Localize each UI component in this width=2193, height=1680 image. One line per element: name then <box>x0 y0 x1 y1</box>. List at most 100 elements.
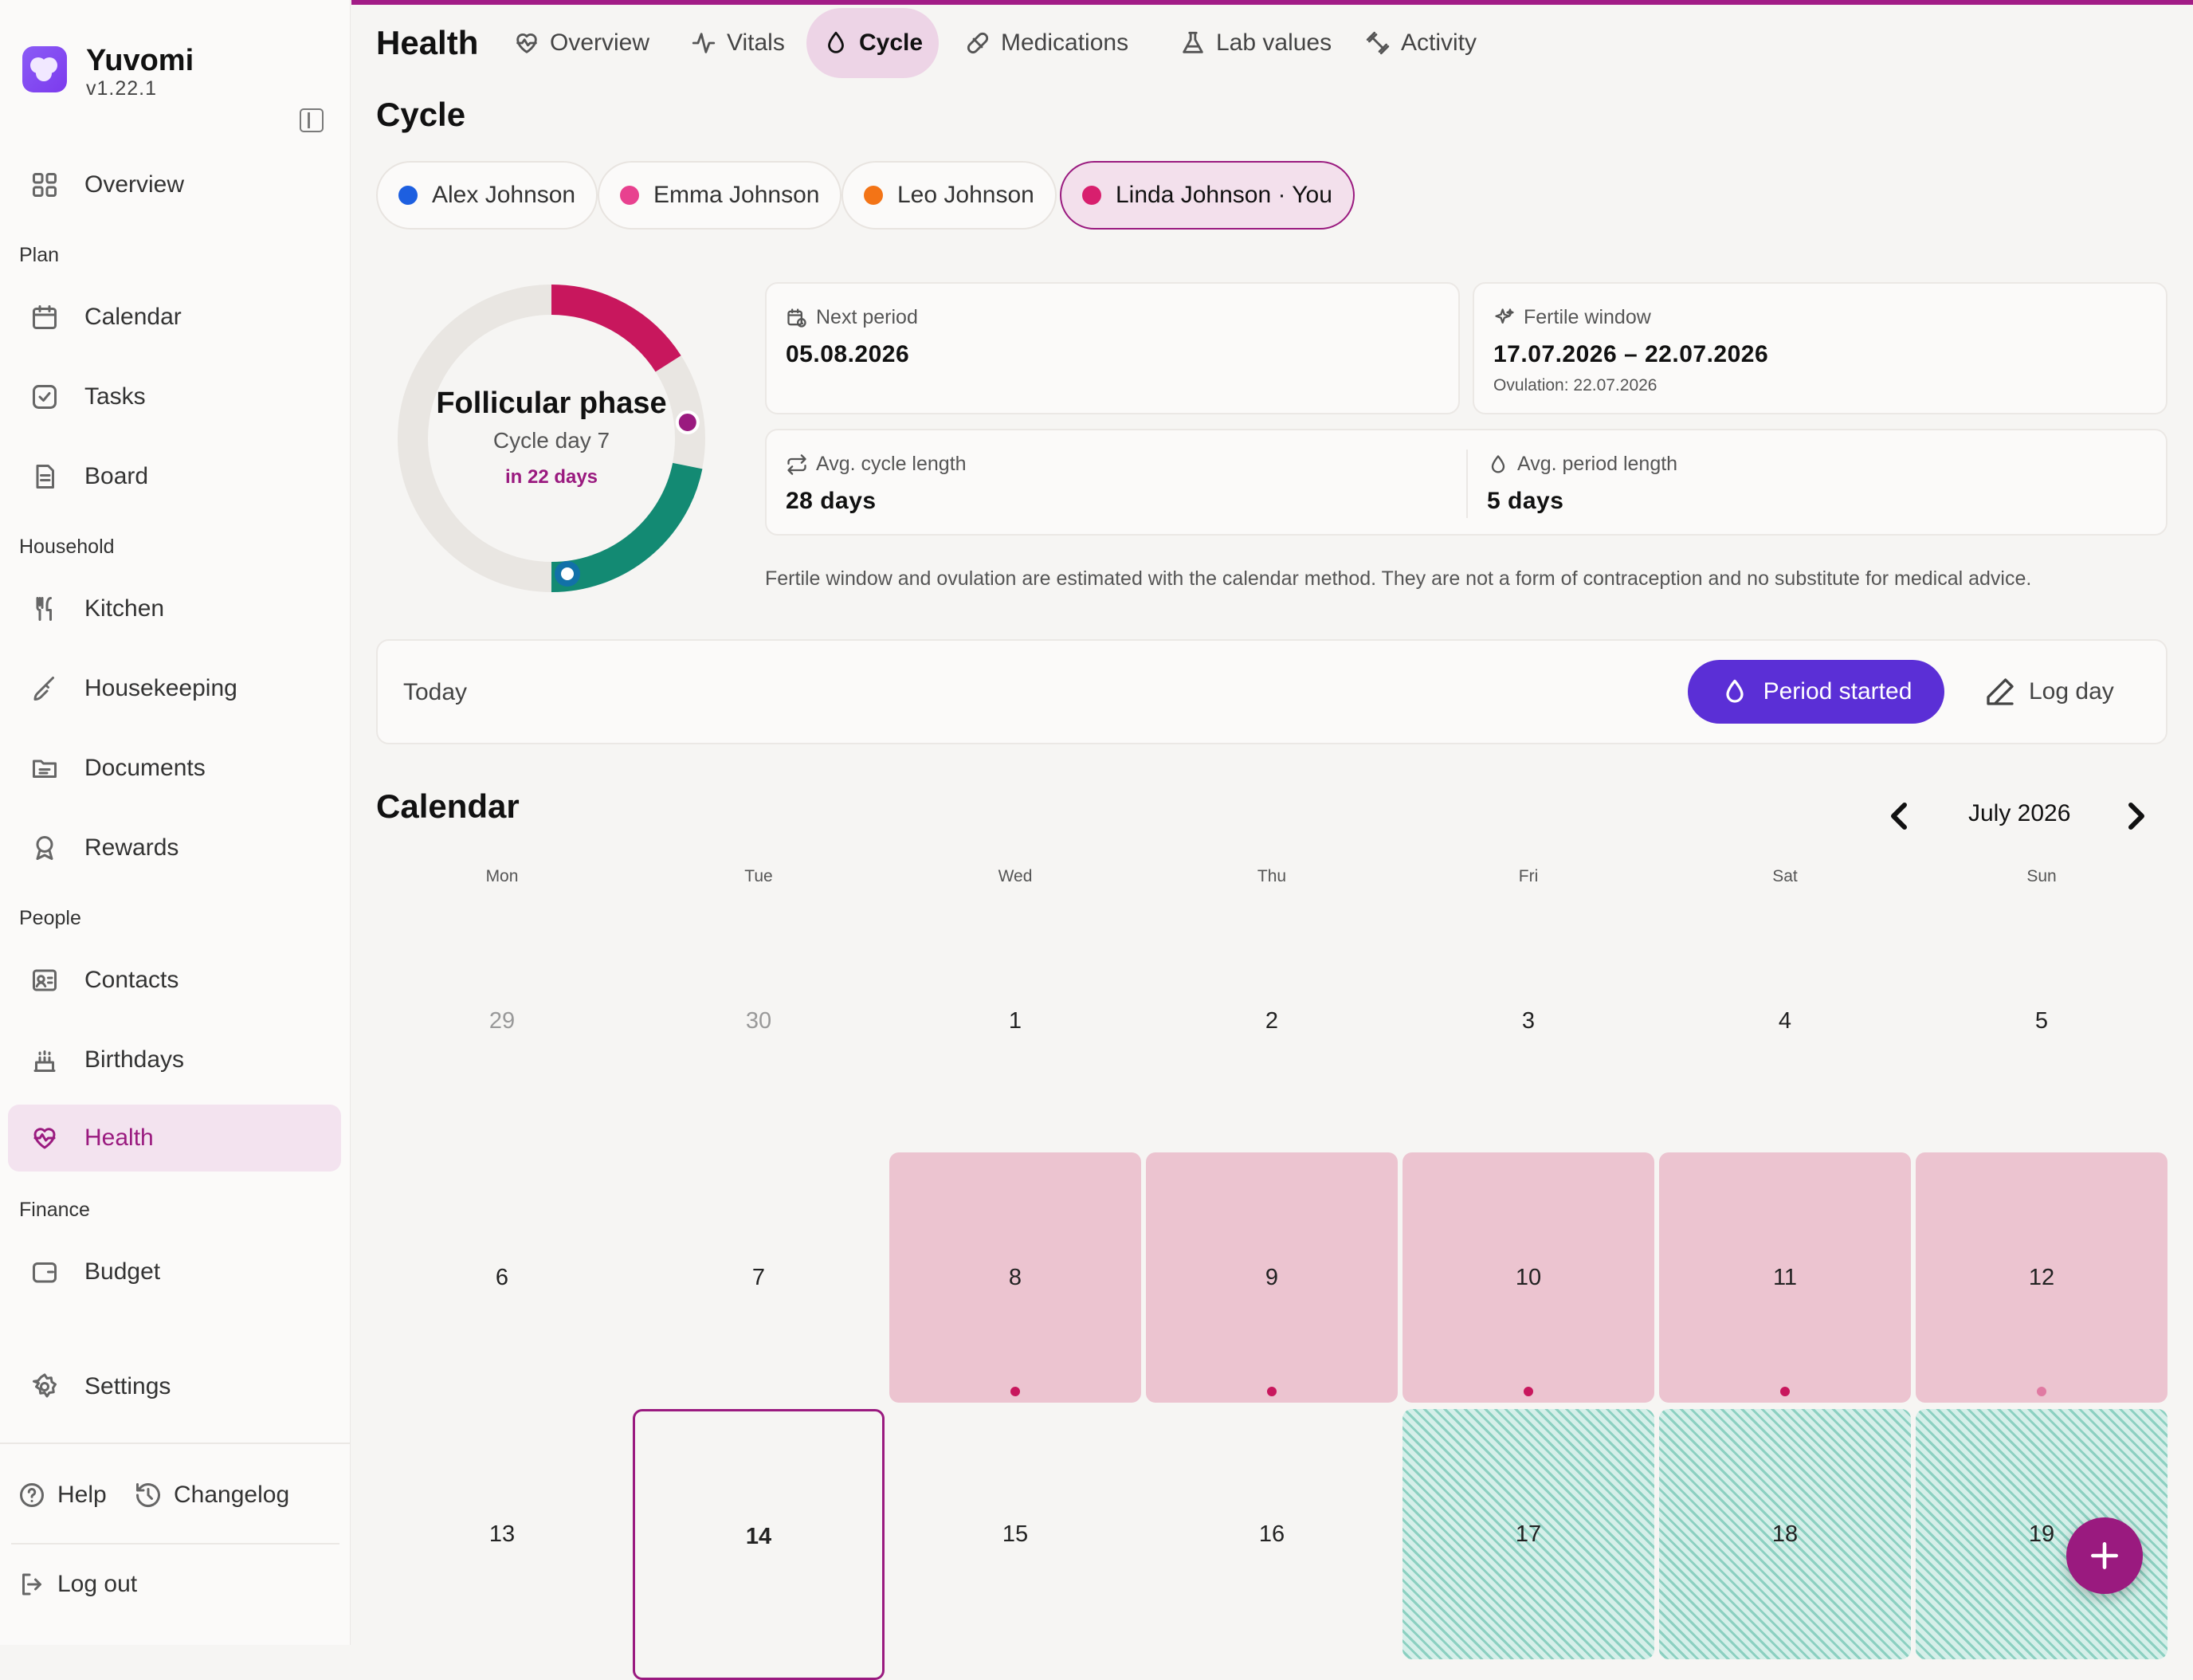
chevron-left-icon[interactable] <box>1881 797 1919 835</box>
sidebar-divider <box>11 1543 339 1545</box>
changelog-link[interactable]: Changelog <box>134 1481 289 1509</box>
month-label: July 2026 <box>1968 800 2071 826</box>
sidebar-item-rewards[interactable]: Rewards <box>8 814 341 881</box>
cycle-ring: Follicular phase Cycle day 7 in 22 days <box>398 285 705 593</box>
sidebar-item-board[interactable]: Board <box>8 443 341 510</box>
wallet-icon <box>33 1262 57 1283</box>
calendar-day[interactable]: 7 <box>633 1152 885 1403</box>
sidebar-item-calendar[interactable]: Calendar <box>8 284 341 351</box>
disclaimer-text: Fertile window and ovulation are estimat… <box>765 567 2032 590</box>
calendar-day[interactable]: 2 <box>1146 896 1398 1146</box>
calendar-day[interactable]: 29 <box>376 896 628 1146</box>
today-bar: Today Period started Log day <box>376 639 2168 744</box>
calendar-day[interactable]: 3 <box>1402 896 1654 1146</box>
calendar-day[interactable]: 13 <box>376 1409 628 1659</box>
dumbbell-icon <box>1366 31 1390 55</box>
calendar-day-today[interactable]: 14 <box>633 1409 885 1680</box>
day-number: 16 <box>1258 1521 1285 1547</box>
sidebar: Yuvomi v1.22.1 Overview Plan Calendar Ta… <box>0 0 351 1645</box>
sidebar-item-birthdays[interactable]: Birthdays <box>8 1026 341 1093</box>
period-started-button[interactable]: Period started <box>1688 660 1944 724</box>
calendar-day[interactable]: 8 <box>889 1152 1141 1403</box>
person-color-dot <box>1082 186 1101 205</box>
collapse-sidebar-icon[interactable] <box>300 108 324 132</box>
sidebar-item-documents[interactable]: Documents <box>8 735 341 802</box>
calendar-day[interactable]: 9 <box>1146 1152 1398 1403</box>
calendar-day[interactable]: 10 <box>1402 1152 1654 1403</box>
day-number: 13 <box>488 1521 516 1547</box>
help-label: Help <box>57 1482 107 1508</box>
cycle-phase: Follicular phase <box>436 387 666 420</box>
day-number: 18 <box>1771 1521 1799 1547</box>
sidebar-item-budget[interactable]: Budget <box>8 1238 341 1305</box>
sidebar-item-housekeeping[interactable]: Housekeeping <box>8 655 341 722</box>
sidebar-item-label: Kitchen <box>84 595 165 622</box>
tab-lab-values[interactable]: Lab values <box>1163 8 1348 78</box>
weekday-label: Mon <box>485 867 519 885</box>
avg-cycle-label-row: Avg. cycle length <box>786 453 967 476</box>
weekday-label: Thu <box>1257 867 1287 885</box>
sparkles-icon <box>1495 308 1514 324</box>
repeat-icon <box>787 453 806 475</box>
page-title: Health <box>376 24 479 61</box>
award-icon <box>36 836 53 860</box>
tab-vitals[interactable]: Vitals <box>674 8 801 78</box>
chevron-right-icon[interactable] <box>2116 797 2155 835</box>
sidebar-item-health[interactable]: Health <box>8 1105 341 1172</box>
sidebar-item-kitchen[interactable]: Kitchen <box>8 575 341 642</box>
calendar-day[interactable]: 12 <box>1916 1152 2168 1403</box>
activity-icon <box>692 33 716 53</box>
flask-icon <box>1183 31 1203 53</box>
calendar-icon <box>33 305 57 329</box>
person-chip-leo[interactable]: Leo Johnson <box>842 161 1057 230</box>
calendar-day[interactable]: 11 <box>1659 1152 1911 1403</box>
sidebar-item-overview[interactable]: Overview <box>8 151 341 218</box>
tab-cycle[interactable]: Cycle <box>806 8 940 78</box>
tab-medications[interactable]: Medications <box>948 8 1144 78</box>
sidebar-item-label: Calendar <box>84 304 182 330</box>
calendar-day[interactable]: 16 <box>1146 1409 1398 1659</box>
person-chip-emma[interactable]: Emma Johnson <box>598 161 842 230</box>
person-chip-alex[interactable]: Alex Johnson <box>376 161 598 230</box>
sidebar-item-label: Settings <box>84 1373 171 1399</box>
tab-overview[interactable]: Overview <box>497 8 665 78</box>
logout-link[interactable]: Log out <box>18 1570 137 1599</box>
next-period-card: Next period 05.08.2026 <box>765 282 1460 414</box>
help-link[interactable]: Help <box>18 1481 107 1509</box>
changelog-label: Changelog <box>174 1482 290 1508</box>
log-day-button[interactable]: Log day <box>1970 660 2128 724</box>
calendar-day[interactable]: 5 <box>1916 896 2168 1146</box>
avg-cycle-label: Avg. cycle length <box>816 453 967 475</box>
tab-label: Cycle <box>859 29 924 56</box>
calendar-clock-icon <box>787 308 806 328</box>
brand[interactable]: Yuvomi v1.22.1 <box>22 45 194 100</box>
day-number: 17 <box>1515 1521 1542 1547</box>
sidebar-divider <box>0 1443 351 1444</box>
sidebar-item-settings[interactable]: Settings <box>8 1353 341 1420</box>
calendar-day[interactable]: 1 <box>889 896 1141 1146</box>
calendar-day[interactable]: 30 <box>633 896 885 1146</box>
weekday-label: Fri <box>1518 867 1539 885</box>
day-number: 1 <box>1008 1007 1022 1034</box>
day-number: 3 <box>1521 1007 1536 1034</box>
sidebar-item-tasks[interactable]: Tasks <box>8 363 341 430</box>
calendar-day[interactable]: 18 <box>1659 1409 1911 1659</box>
person-name: Emma Johnson <box>653 182 820 208</box>
person-chip-linda[interactable]: Linda Johnson · You <box>1060 161 1355 230</box>
add-entry-button[interactable] <box>2066 1517 2143 1594</box>
calendar-day[interactable]: 4 <box>1659 896 1911 1146</box>
sidebar-item-contacts[interactable]: Contacts <box>8 947 341 1014</box>
sidebar-item-label: Board <box>84 463 149 489</box>
cycle-countdown: in 22 days <box>505 466 598 488</box>
nav-section-people: People <box>19 907 81 929</box>
note-icon <box>36 465 54 489</box>
day-number: 5 <box>2034 1007 2049 1034</box>
sidebar-item-label: Documents <box>84 755 206 781</box>
calendar-day[interactable]: 15 <box>889 1409 1141 1659</box>
ovulation-marker <box>675 410 700 434</box>
sidebar-item-label: Tasks <box>84 383 146 410</box>
app-logo-icon <box>22 46 67 92</box>
tab-activity[interactable]: Activity <box>1348 8 1493 78</box>
calendar-day[interactable]: 6 <box>376 1152 628 1403</box>
calendar-day[interactable]: 17 <box>1402 1409 1654 1659</box>
